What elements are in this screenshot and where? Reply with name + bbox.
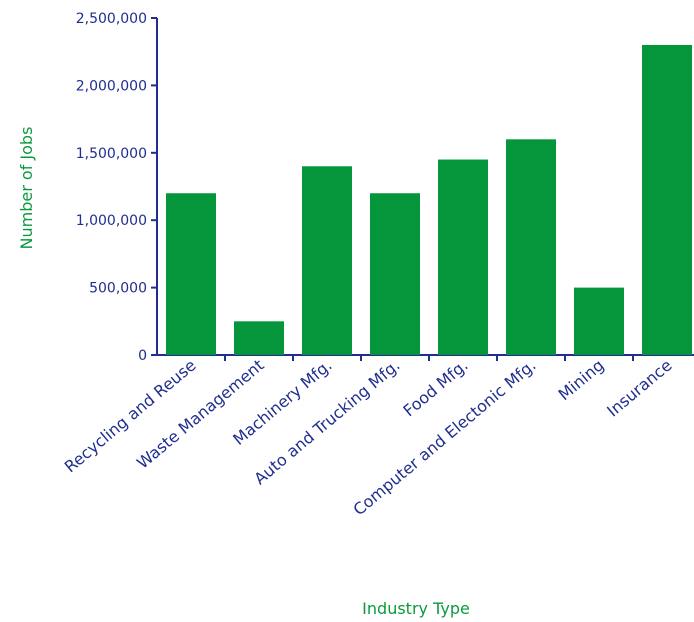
- y-axis: 0 500,000 1,000,000 1,500,000 2,000,000 2,500…: [76, 11, 158, 364]
- y-tick-label: 1,500,000: [76, 146, 147, 162]
- y-tick-label: 1,000,000: [76, 213, 147, 229]
- x-tick-label: Mining: [555, 356, 608, 405]
- y-tick-label: 500,000: [89, 281, 147, 297]
- bar: [166, 193, 216, 355]
- bar: [574, 287, 624, 355]
- bar: [302, 166, 352, 355]
- x-axis-title: Industry Type: [362, 599, 470, 618]
- bar: [642, 44, 692, 356]
- bar: [370, 193, 420, 355]
- x-tick-label: Insurance: [603, 356, 675, 421]
- y-tick-label: 0: [138, 348, 147, 364]
- y-tick-label: 2,000,000: [76, 78, 147, 94]
- bar: [506, 139, 556, 355]
- bar: [438, 159, 488, 355]
- y-axis-title: Number of Jobs: [17, 127, 36, 250]
- x-tick-label: Recycling and Reuse: [61, 356, 200, 477]
- x-tick-label: Waste Management: [133, 356, 267, 473]
- x-axis: [157, 354, 694, 361]
- bar: [234, 321, 284, 355]
- bars: [166, 44, 692, 356]
- y-tick-label: 2,500,000: [76, 11, 147, 27]
